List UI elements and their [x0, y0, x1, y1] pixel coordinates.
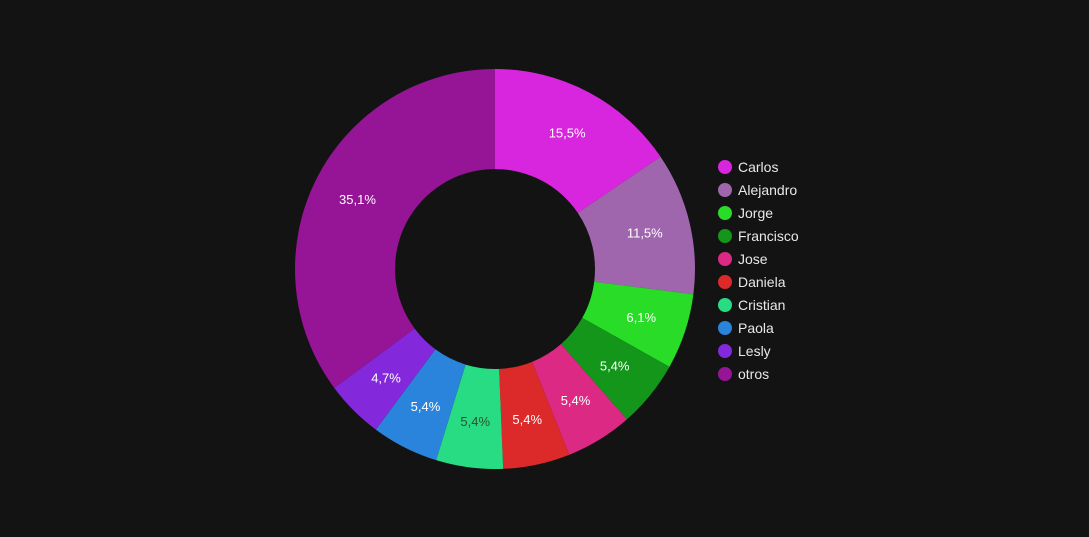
legend-label: Lesly	[738, 342, 771, 359]
slice-label-jose: 5,4%	[561, 393, 591, 408]
legend-item-alejandro[interactable]: Alejandro	[718, 178, 799, 201]
legend-item-paola[interactable]: Paola	[718, 316, 799, 339]
slice-label-daniela: 5,4%	[512, 412, 542, 427]
legend-swatch	[718, 159, 732, 174]
legend-label: Francisco	[738, 227, 799, 244]
slice-alejandro[interactable]	[577, 156, 695, 295]
slice-label-jorge: 6,1%	[626, 310, 656, 325]
slice-lesly[interactable]	[334, 328, 436, 430]
legend-item-cristian[interactable]: Cristian	[718, 293, 799, 316]
slice-label-paola: 5,4%	[411, 399, 441, 414]
legend-label: Carlos	[738, 158, 779, 175]
slice-otros[interactable]	[295, 69, 495, 388]
legend-swatch	[718, 320, 732, 335]
slice-jorge[interactable]	[582, 281, 694, 367]
legend-swatch	[718, 366, 732, 381]
legend-swatch	[718, 251, 732, 266]
legend-label: Daniela	[738, 273, 786, 290]
legend-swatch	[718, 343, 732, 358]
legend-item-lesly[interactable]: Lesly	[718, 339, 799, 362]
slice-label-lesly: 4,7%	[371, 370, 401, 385]
legend-swatch	[718, 297, 732, 312]
legend-item-otros[interactable]: otros	[718, 362, 799, 385]
legend-item-daniela[interactable]: Daniela	[718, 270, 799, 293]
slice-jose[interactable]	[532, 344, 627, 455]
slice-paola[interactable]	[375, 349, 466, 461]
slice-daniela[interactable]	[499, 361, 570, 469]
slice-carlos[interactable]	[495, 69, 661, 213]
legend-item-carlos[interactable]: Carlos	[718, 155, 799, 178]
legend-item-jose[interactable]: Jose	[718, 247, 799, 270]
slice-francisco[interactable]	[560, 317, 670, 420]
legend-swatch	[718, 228, 732, 243]
slice-label-francisco: 5,4%	[600, 358, 630, 373]
legend-label: Jose	[738, 250, 768, 267]
legend-label: Paola	[738, 319, 774, 336]
legend-label: Jorge	[738, 204, 774, 221]
legend-swatch	[718, 182, 732, 197]
legend-swatch	[718, 205, 732, 220]
legend-label: otros	[738, 365, 770, 382]
slice-label-alejandro: 11,5%	[627, 226, 663, 241]
chart-legend: Carlos Alejandro Jorge Francisco Jose Da…	[718, 155, 799, 385]
slice-label-carlos: 15,5%	[549, 125, 586, 140]
legend-swatch	[718, 274, 732, 289]
slice-label-otros: 35,1%	[339, 192, 376, 207]
legend-label: Alejandro	[738, 181, 798, 198]
legend-label: Cristian	[738, 296, 786, 313]
slice-cristian[interactable]	[436, 364, 504, 469]
legend-item-jorge[interactable]: Jorge	[718, 201, 799, 224]
legend-item-francisco[interactable]: Francisco	[718, 224, 799, 247]
slice-label-cristian: 5,4%	[460, 414, 490, 429]
